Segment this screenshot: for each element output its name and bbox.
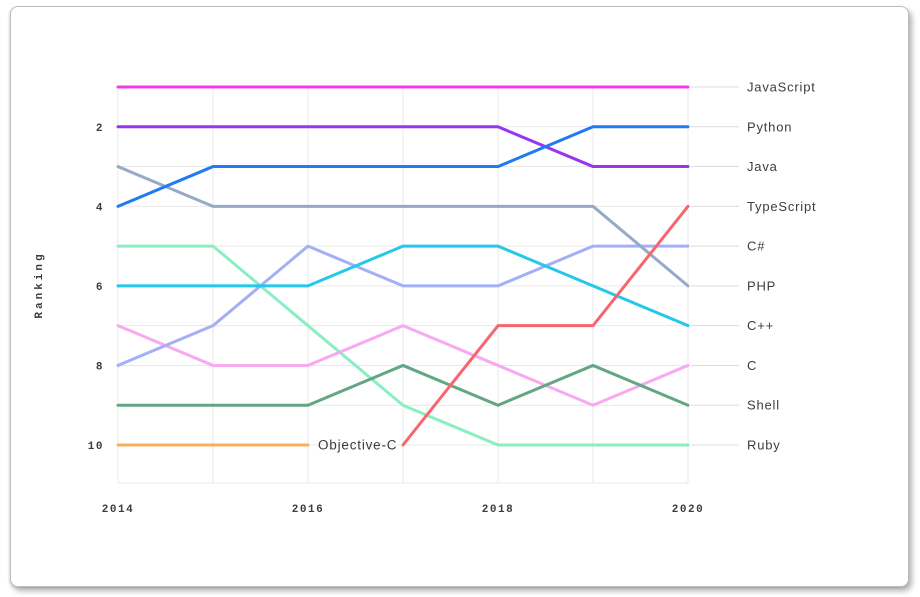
- legend-label-c: C++: [747, 318, 774, 333]
- x-tick-label-2020: 2020: [672, 504, 704, 516]
- series-line-php: [116, 165, 690, 288]
- legend-label-python: Python: [747, 119, 792, 134]
- y-axis-title: Ranking: [34, 251, 46, 318]
- series-line-c: [116, 244, 690, 367]
- y-tick-label-10: 10: [88, 441, 104, 453]
- legend-label-c: C#: [747, 239, 765, 254]
- series-line-typescript: [401, 204, 690, 447]
- legend-label-shell: Shell: [747, 398, 780, 413]
- legend-label-typescript: TypeScript: [747, 199, 816, 214]
- y-tick-label-2: 2: [96, 123, 104, 135]
- series-line-python: [116, 125, 690, 208]
- series-line-c: [116, 324, 690, 407]
- series-line-shell: [116, 363, 690, 407]
- x-tick-label-2018: 2018: [482, 504, 514, 516]
- legend-label-php: PHP: [747, 278, 776, 293]
- chart-card: [10, 6, 909, 587]
- legend-label-c: C: [747, 358, 757, 373]
- y-tick-label-6: 6: [96, 282, 104, 294]
- series-line-ruby: [116, 244, 690, 447]
- annotation-objective-c: Objective-C: [318, 438, 397, 453]
- x-tick-label-2014: 2014: [102, 504, 134, 516]
- legend-label-java: Java: [747, 159, 778, 174]
- y-tick-label-4: 4: [96, 202, 104, 214]
- legend-label-ruby: Ruby: [747, 438, 781, 453]
- series-line-java: [116, 125, 690, 169]
- series-line-c: [116, 244, 690, 328]
- y-tick-label-8: 8: [96, 361, 104, 373]
- legend-label-javascript: JavaScript: [747, 80, 816, 95]
- x-tick-label-2016: 2016: [292, 504, 324, 516]
